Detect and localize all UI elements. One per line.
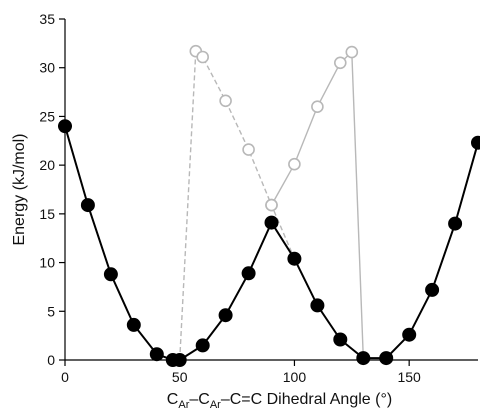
series-2-point: [333, 56, 347, 70]
x-tick-label: 150: [397, 369, 421, 385]
labels-layer: 0 5 10 15 20 25 30 35 0 50 100 150 Energy (kJ/mol) CA…: [11, 11, 421, 411]
series-0-point: [471, 135, 480, 150]
series-0-point: [448, 216, 463, 231]
series-0-point: [333, 332, 348, 347]
series-1-point: [242, 143, 255, 156]
series-0-point: [264, 215, 279, 230]
series-0-point: [126, 317, 141, 332]
x-axis-title: CAr–CAr–C=C Dihedral Angle (°): [167, 391, 392, 411]
y-tick-label: 15: [39, 206, 55, 222]
y-tick-label: 30: [39, 60, 55, 76]
axes-layer: [59, 18, 478, 366]
y-tick-label: 35: [39, 11, 55, 27]
series-0-point: [402, 327, 417, 342]
y-tick-label: 5: [47, 303, 55, 319]
series-0-point: [241, 266, 256, 281]
x-tick-label: 100: [283, 369, 307, 385]
series-1-point: [196, 50, 209, 64]
x-tick-label: 0: [61, 369, 69, 385]
series-layer: [58, 44, 480, 367]
series-2-line: [270, 50, 364, 359]
series-0-point: [425, 282, 440, 297]
series-2-point: [345, 45, 359, 59]
y-tick-label: 10: [39, 255, 55, 271]
series-0-point: [80, 198, 95, 213]
series-2-point: [265, 198, 278, 212]
y-axis-title: Energy (kJ/mol): [11, 133, 28, 245]
x-tick-label: 50: [172, 369, 188, 385]
series-0-point: [356, 351, 371, 366]
series-2-point: [288, 157, 301, 171]
series-0-point: [287, 251, 302, 266]
y-tick-label: 25: [39, 108, 55, 124]
series-0-point: [379, 351, 394, 366]
series-0-point: [195, 338, 210, 353]
series-0-point: [149, 347, 164, 362]
y-tick-label: 20: [39, 157, 55, 173]
y-tick-label: 0: [47, 352, 55, 368]
series-2-point: [311, 100, 324, 113]
series-0-point: [103, 267, 118, 282]
series-1-point: [219, 94, 232, 108]
series-0-point: [310, 298, 325, 313]
series-0-point: [218, 308, 233, 323]
